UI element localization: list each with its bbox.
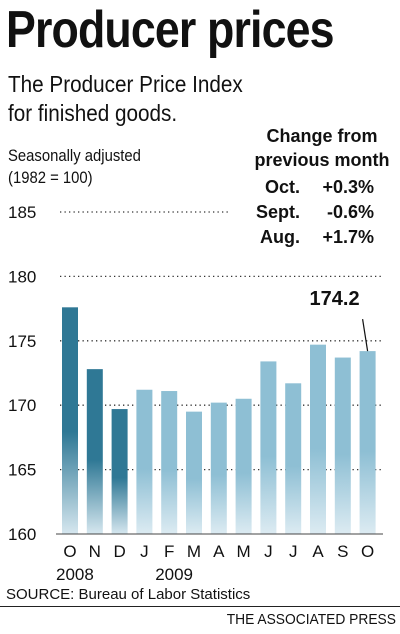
bar: [111, 409, 128, 534]
callout-leader: [362, 319, 369, 352]
change-heading-line-2: previous month: [254, 150, 390, 170]
bar: [260, 361, 277, 534]
x-tick-label: S: [337, 542, 348, 561]
note-line-1: Seasonally adjusted: [8, 147, 141, 165]
y-tick-label: 175: [8, 332, 36, 351]
change-row-month: Aug.: [260, 227, 300, 247]
x-tick-label: D: [113, 542, 125, 561]
bar: [86, 369, 103, 534]
bar: [235, 398, 252, 534]
subtitle-line-1: The Producer Price Index: [8, 71, 243, 97]
credit-line: THE ASSOCIATED PRESS: [226, 611, 396, 628]
change-row-month: Sept.: [255, 202, 300, 222]
chart-subtitle: The Producer Price Index for finished go…: [8, 70, 243, 128]
bar: [161, 391, 178, 534]
x-tick-label: J: [140, 542, 149, 561]
y-tick-label: 160: [8, 525, 36, 544]
year-label: 2008: [56, 565, 94, 584]
chart-title: Producer prices: [6, 1, 334, 59]
x-tick-label: A: [312, 542, 324, 561]
subtitle-line-2: for finished goods.: [8, 100, 178, 126]
y-tick-label: 165: [8, 461, 36, 480]
change-heading-line-1: Change from: [266, 126, 378, 146]
x-tick-label: J: [289, 542, 298, 561]
source-note: SOURCE: Bureau of Labor Statistics: [6, 586, 251, 603]
x-tick-label: J: [264, 542, 273, 561]
year-label: 2009: [155, 565, 193, 584]
y-tick-label: 170: [8, 396, 36, 415]
y-tick-label: 180: [8, 267, 36, 286]
change-row-value: -0.6%: [326, 202, 374, 222]
x-tick-label: A: [213, 542, 225, 561]
adjustment-note: Seasonally adjusted (1982 = 100): [8, 145, 141, 189]
bar: [285, 383, 302, 534]
change-row-value: +1.7%: [322, 227, 374, 247]
bar: [186, 411, 202, 534]
bar: [136, 389, 153, 534]
bar: [62, 307, 78, 534]
footer-divider: [0, 606, 400, 607]
callout-label: 174.2: [310, 288, 360, 310]
note-line-2: (1982 = 100): [8, 169, 93, 187]
change-row-month: Oct.: [264, 177, 300, 197]
x-tick-label: N: [89, 542, 101, 561]
change-table-heading: Change from previous month: [252, 124, 392, 172]
y-tick-label: 185: [8, 203, 36, 222]
bar: [334, 357, 351, 534]
x-tick-label: M: [187, 542, 201, 561]
x-tick-label: F: [164, 542, 174, 561]
bar: [359, 351, 376, 534]
change-row-value: +0.3%: [322, 177, 374, 197]
bar: [310, 344, 326, 534]
x-tick-label: O: [361, 542, 374, 561]
x-tick-label: O: [63, 542, 76, 561]
x-tick-label: M: [237, 542, 251, 561]
bar: [210, 402, 227, 534]
